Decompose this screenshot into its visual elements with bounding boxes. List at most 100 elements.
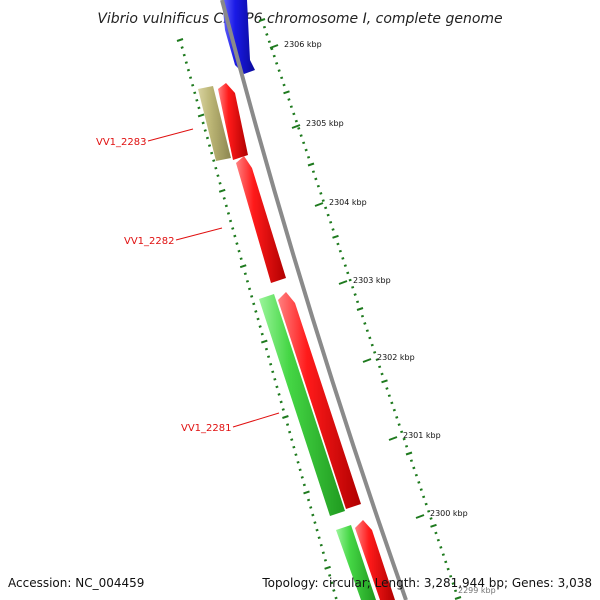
tick-mark [405,451,413,456]
tick-mark [311,170,316,174]
tick-mark [422,495,426,499]
tick-mark [188,76,193,80]
tick-mark [323,558,328,562]
gene-labels: VV1_2283 VV1_2282 VV1_2281 [96,128,280,434]
tick-mark [324,206,328,210]
tick-mark [297,127,301,130]
tick-mark [300,475,304,479]
tick-mark [290,438,294,442]
tick-mark [434,531,438,535]
tick-mark [381,379,388,384]
tick-mark [247,287,252,291]
tick-mark [256,317,260,321]
scale-label: 2301 kbp [403,431,441,440]
tick-mark [210,151,214,155]
scale-label: 2303 kbp [353,276,391,285]
tick-mark [424,502,428,506]
tick-mark [258,325,262,328]
tick-mark [453,589,458,593]
tick-mark [269,362,273,366]
tick-mark [326,213,330,217]
gene-red-vv1-2281[interactable] [278,292,361,509]
tick-mark [258,18,266,22]
tick-mark [294,119,298,123]
tick-mark [353,293,357,296]
tick-mark [441,553,445,557]
tick-mark [239,257,243,261]
tick-mark [294,453,298,457]
tick-mark [409,459,414,463]
tick-mark [373,350,377,354]
tick-mark [271,370,275,374]
gene-red-vv1-2282[interactable] [236,156,286,283]
tick-mark [314,177,318,181]
tick-mark [260,332,264,336]
scale-label: 2300 kbp [430,509,468,518]
tick-mark [218,188,226,193]
tick-mark [180,46,184,49]
tick-mark [302,141,306,145]
tick-mark [303,490,310,495]
tick-mark [355,300,360,304]
tick-mark [324,565,331,570]
gene-olive[interactable] [198,86,231,161]
tick-mark [449,574,453,578]
gene-label-vv1-2281[interactable]: VV1_2281 [181,423,232,434]
tick-mark [237,249,241,253]
tick-mark [224,204,228,208]
tick-mark [454,596,462,600]
gene-features [198,0,395,600]
gene-green-vv1-2281[interactable] [259,294,345,516]
tick-mark [414,473,418,477]
tick-mark [306,498,311,502]
tick-mark [266,355,271,359]
tick-mark [191,83,195,87]
tick-mark [313,521,317,524]
tick-mark [429,517,433,520]
tick-mark [292,112,296,116]
tick-mark [245,279,250,283]
tick-mark [197,106,201,110]
tick-mark [387,394,391,398]
scale-labels: 2306 kbp 2305 kbp 2304 kbp 2303 kbp 2302… [284,40,496,595]
tick-mark [302,483,306,487]
tick-mark [321,199,325,202]
gene-red-vv1-2283[interactable] [218,83,248,160]
tick-mark [419,488,423,491]
tick-mark [404,444,409,448]
tick-mark [235,242,239,245]
tick-mark [436,538,440,542]
tick-mark [250,295,254,298]
gene-blue-arrow[interactable] [222,0,255,74]
gene-label-vv1-2282[interactable]: VV1_2282 [124,236,175,247]
tick-mark [363,322,367,325]
gene-green-lower[interactable] [336,525,376,600]
tick-mark [380,372,384,376]
inner-tick-track [176,38,338,600]
tick-mark [351,285,355,289]
tick-mark [346,271,350,275]
tick-mark [444,560,448,564]
gene-label-vv1-2283[interactable]: VV1_2283 [96,137,147,148]
tick-mark [212,159,216,163]
tick-mark [281,408,285,411]
tick-mark [184,61,188,64]
tick-mark [272,54,276,58]
tick-mark [331,228,335,231]
tick-mark [430,523,437,528]
tick-mark [338,249,342,253]
tick-mark [260,339,268,344]
tick-mark [446,567,450,571]
tick-mark [412,466,416,470]
tick-mark [451,582,455,585]
tick-mark [273,377,277,381]
tick-mark [277,393,281,396]
gene-red-lower[interactable] [355,520,395,600]
scale-label: 2304 kbp [329,198,367,207]
tick-mark [319,543,323,547]
outer-tick-track [258,18,462,600]
tick-mark [287,98,291,101]
tick-mark [270,47,274,51]
scale-label: 2306 kbp [284,40,322,49]
tick-mark [207,144,212,147]
